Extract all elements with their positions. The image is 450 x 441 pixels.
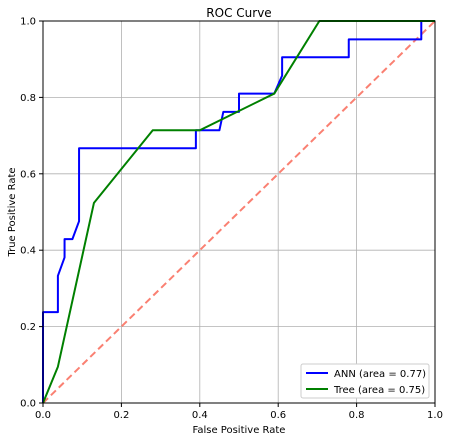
y-tick-label: 0.2: [20, 322, 36, 333]
legend-box: [300, 363, 430, 399]
chart-title: ROC Curve: [206, 6, 271, 20]
chance-diagonal-line: [42, 20, 436, 404]
ann-roc-line: [42, 20, 435, 403]
series-layer: [42, 20, 436, 404]
legend: ANN (area = 0.77) Tree (area = 0.75): [300, 363, 430, 399]
y-tick-label: 0.6: [20, 169, 36, 180]
x-tick-label: 0.0: [35, 410, 51, 421]
y-tick-label: 0.4: [20, 246, 36, 257]
x-axis-label: False Positive Rate: [193, 425, 286, 436]
y-tick-label: 0.8: [20, 93, 36, 104]
plot-frame: [42, 20, 436, 404]
y-tick-label: 0.0: [20, 399, 36, 410]
x-tick-label: 1.0: [427, 410, 443, 421]
x-tick-label: 0.6: [270, 410, 286, 421]
x-tick-label: 0.4: [192, 410, 208, 421]
legend-label-ann: ANN (area = 0.77): [334, 369, 426, 380]
axis-ticks: 0.0 0.2 0.4 0.6 0.8 1.0 0.0 0.2 0.4 0.6 0.8 1.0: [20, 17, 443, 422]
x-tick-label: 0.2: [113, 410, 129, 421]
y-axis-label: True Positive Rate: [7, 167, 18, 257]
tree-roc-line: [42, 20, 435, 404]
legend-label-tree: Tree (area = 0.75): [333, 385, 425, 396]
y-tick-label: 1.0: [20, 17, 36, 28]
x-tick-label: 0.8: [349, 410, 365, 421]
